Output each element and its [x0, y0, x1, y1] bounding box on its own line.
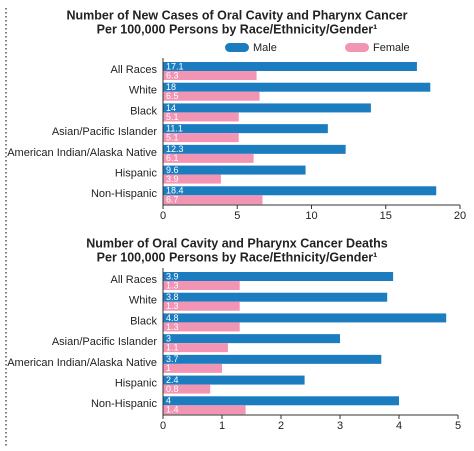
bar: [163, 322, 240, 332]
value-label: 1: [166, 363, 171, 373]
chart-title: Number of New Cases of Oral Cavity and P…: [66, 8, 407, 22]
chart-subtitle: Per 100,000 Persons by Race/Ethnicity/Ge…: [97, 250, 378, 264]
bar: [163, 165, 306, 175]
value-label: 5.1: [166, 112, 179, 122]
bar: [163, 153, 254, 163]
category-label: Hispanic: [115, 377, 158, 389]
value-label: 14: [166, 103, 176, 113]
bar: [163, 301, 240, 311]
bar: [163, 82, 431, 92]
value-label: 17.1: [166, 61, 184, 71]
x-tick-label: 2: [278, 420, 284, 432]
value-label: 3: [166, 334, 171, 344]
legend-label: Female: [373, 42, 410, 54]
value-label: 4: [166, 396, 171, 406]
value-label: 0.8: [166, 384, 179, 394]
value-label: 11.1: [166, 124, 183, 134]
x-tick-label: 1: [219, 420, 225, 432]
x-tick-label: 5: [234, 210, 240, 222]
bar: [163, 375, 305, 385]
category-label: Non-Hispanic: [91, 398, 158, 410]
value-label: 6.5: [166, 91, 179, 101]
value-label: 3.9: [166, 271, 179, 281]
x-tick-label: 0: [160, 210, 166, 222]
category-label: White: [129, 85, 157, 97]
bar: [163, 354, 382, 364]
bar: [163, 174, 221, 184]
legend-swatch: [225, 43, 249, 52]
bar: [163, 396, 399, 406]
bar: [163, 91, 260, 101]
value-label: 6.3: [166, 70, 179, 80]
value-label: 2.4: [166, 375, 179, 385]
value-label: 6.7: [166, 195, 179, 205]
x-tick-label: 5: [455, 420, 461, 432]
bar: [163, 343, 228, 353]
x-tick-label: 4: [396, 420, 402, 432]
value-label: 1.4: [166, 405, 179, 415]
value-label: 3.8: [166, 292, 179, 302]
x-tick-label: 10: [305, 210, 317, 222]
category-label: White: [129, 295, 157, 307]
category-label: Black: [130, 105, 157, 117]
value-label: 1.1: [166, 343, 179, 353]
legend-swatch: [345, 43, 369, 52]
bar: [163, 186, 437, 196]
category-label: All Races: [111, 64, 158, 76]
category-label: American Indian/Alaska Native: [7, 147, 157, 159]
value-label: 18.4: [166, 186, 184, 196]
bar: [163, 112, 239, 122]
value-label: 18: [166, 82, 176, 92]
value-label: 5.1: [166, 133, 179, 143]
bar: [163, 363, 222, 373]
bar: [163, 71, 257, 80]
category-label: Non-Hispanic: [91, 188, 158, 200]
x-tick-label: 0: [160, 420, 166, 432]
x-tick-label: 3: [337, 420, 343, 432]
bar: [163, 405, 246, 415]
value-label: 1.3: [166, 322, 179, 332]
bar: [163, 62, 417, 71]
x-tick-label: 20: [454, 210, 466, 222]
bar: [163, 334, 340, 344]
category-label: All Races: [111, 274, 158, 286]
value-label: 3.7: [166, 354, 179, 364]
bar: [163, 124, 328, 134]
bar: [163, 195, 263, 205]
value-label: 12.3: [166, 144, 184, 154]
value-label: 6.1: [166, 153, 179, 163]
category-label: Asian/Pacific Islander: [52, 126, 157, 138]
value-label: 9.6: [166, 165, 179, 175]
bar: [163, 281, 240, 290]
category-label: American Indian/Alaska Native: [7, 357, 157, 369]
bar: [163, 103, 371, 113]
category-label: Asian/Pacific Islander: [52, 336, 157, 348]
bar: [163, 133, 239, 143]
value-label: 3.9: [166, 174, 179, 184]
chart-title: Number of Oral Cavity and Pharynx Cancer…: [86, 236, 388, 250]
value-label: 1.3: [166, 301, 179, 311]
category-label: Hispanic: [115, 167, 158, 179]
x-tick-label: 15: [380, 210, 392, 222]
value-label: 4.8: [166, 313, 179, 323]
legend-label: Male: [253, 42, 277, 54]
chart-subtitle: Per 100,000 Persons by Race/Ethnicity/Ge…: [97, 22, 378, 36]
bar: [163, 272, 394, 281]
bar: [163, 384, 211, 394]
value-label: 1.3: [166, 280, 179, 290]
bar: [163, 313, 447, 323]
bar: [163, 292, 388, 302]
bar: [163, 144, 346, 154]
category-label: Black: [130, 315, 157, 327]
